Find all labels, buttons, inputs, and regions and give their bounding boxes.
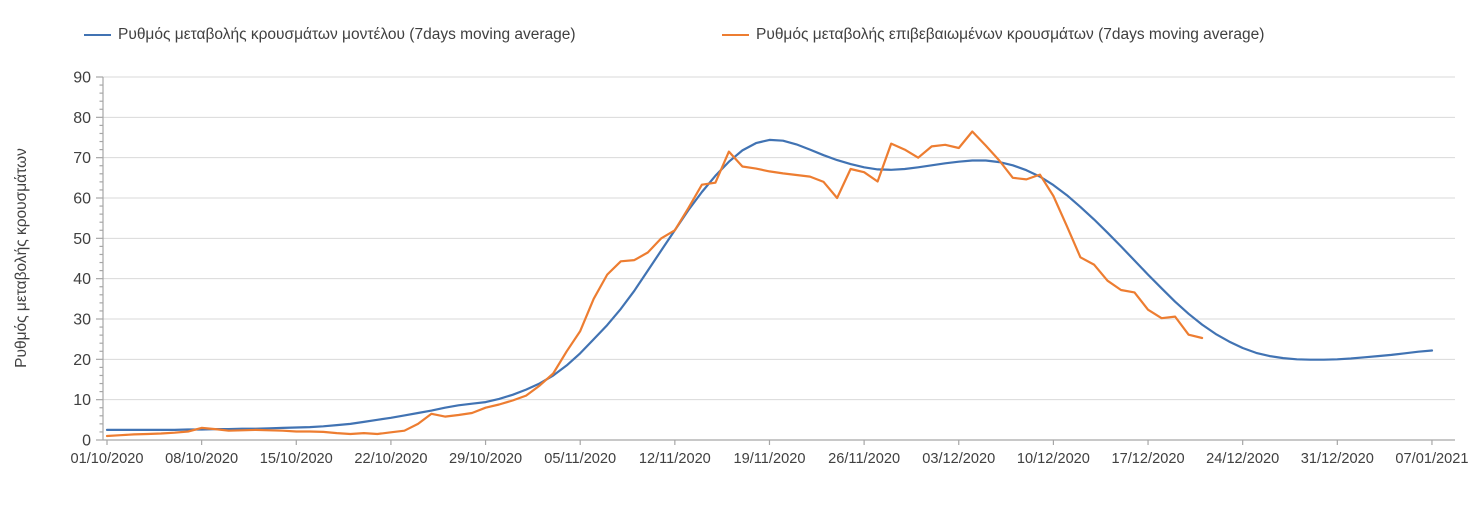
x-tick-label-29/10/2020: 29/10/2020 bbox=[449, 451, 522, 467]
legend-label-confirmed: Ρυθμός μεταβολής επιβεβαιωμένων κρουσμάτ… bbox=[756, 26, 1265, 43]
legend-item-confirmed: Ρυθμός μεταβολής επιβεβαιωμένων κρουσμάτ… bbox=[722, 26, 1264, 44]
y-tick-label-90: 90 bbox=[73, 70, 91, 87]
x-tick-label-17/12/2020: 17/12/2020 bbox=[1112, 451, 1185, 467]
legend-item-model: Ρυθμός μεταβολής κρουσμάτων μοντέλου (7d… bbox=[84, 26, 576, 44]
y-tick-label-20: 20 bbox=[73, 352, 91, 369]
legend-line-marker-blue bbox=[84, 34, 111, 36]
y-tick-label-70: 70 bbox=[73, 150, 91, 167]
x-tick-label-08/10/2020: 08/10/2020 bbox=[165, 451, 238, 467]
x-tick-label-15/10/2020: 15/10/2020 bbox=[260, 451, 333, 467]
x-tick-label-10/12/2020: 10/12/2020 bbox=[1017, 451, 1090, 467]
x-tick-label-31/12/2020: 31/12/2020 bbox=[1301, 451, 1374, 467]
model-line-series bbox=[105, 138, 1434, 431]
x-tick-label-05/11/2020: 05/11/2020 bbox=[544, 451, 616, 467]
legend-label-model: Ρυθμός μεταβολής κρουσμάτων μοντέλου (7d… bbox=[118, 26, 576, 43]
y-tick-label-60: 60 bbox=[73, 191, 91, 208]
x-tick-label-01/10/2020: 01/10/2020 bbox=[70, 451, 143, 467]
x-tick-label-03/12/2020: 03/12/2020 bbox=[922, 451, 995, 467]
y-tick-label-30: 30 bbox=[73, 312, 91, 329]
x-tick-label-19/11/2020: 19/11/2020 bbox=[733, 451, 805, 467]
y-tick-label-0: 0 bbox=[82, 433, 91, 450]
confirmed-line-series bbox=[105, 130, 1204, 438]
x-tick-label-07/01/2021: 07/01/2021 bbox=[1395, 451, 1468, 467]
x-tick-label-26/11/2020: 26/11/2020 bbox=[828, 451, 900, 467]
x-tick-label-22/10/2020: 22/10/2020 bbox=[354, 451, 427, 467]
y-tick-label-50: 50 bbox=[73, 231, 91, 248]
y-tick-label-40: 40 bbox=[73, 271, 91, 288]
y-tick-label-10: 10 bbox=[73, 392, 91, 409]
y-tick-label-80: 80 bbox=[73, 110, 91, 127]
legend-line-marker-orange bbox=[722, 34, 749, 36]
y-axis-title: Ρυθμός μεταβολής κρουσμάτων bbox=[13, 148, 30, 368]
x-tick-label-12/11/2020: 12/11/2020 bbox=[639, 451, 711, 467]
x-tick-label-24/12/2020: 24/12/2020 bbox=[1206, 451, 1279, 467]
